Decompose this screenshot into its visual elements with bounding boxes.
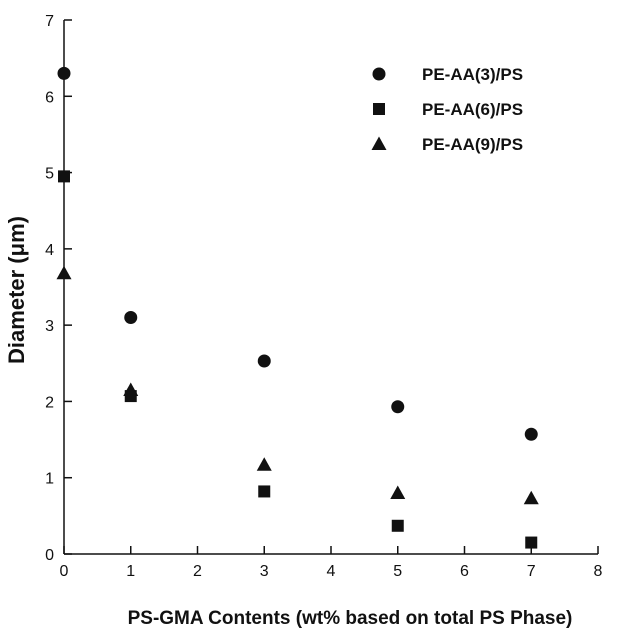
y-tick-label: 1: [45, 471, 54, 488]
y-tick-label: 3: [45, 318, 54, 335]
triangle-point: [256, 457, 272, 471]
circle-point: [257, 354, 271, 368]
x-tick-label: 5: [393, 563, 402, 580]
x-tick-label: 4: [327, 563, 336, 580]
triangle-point: [123, 382, 139, 396]
legend-triangle-marker: [371, 136, 387, 150]
legend-circle-marker: [372, 67, 386, 81]
x-axis-title: PS-GMA Contents (wt% based on total PS P…: [128, 608, 573, 629]
x-tick-label: 3: [260, 563, 269, 580]
data-points: [56, 66, 539, 549]
x-tick-label: 6: [460, 563, 469, 580]
triangle-point: [56, 265, 72, 280]
legend-square-marker: [373, 103, 385, 115]
triangle-point: [390, 485, 406, 499]
circle-point: [391, 400, 405, 414]
circle-point: [524, 427, 538, 441]
legend: PE-AA(3)/PS PE-AA(6)/PS PE-AA(9)/PS: [371, 65, 523, 154]
y-axis-title: Diameter (μm): [4, 216, 29, 364]
square-point: [258, 485, 271, 498]
x-tick-label: 7: [527, 563, 536, 580]
triangle-point: [523, 490, 539, 505]
ticks: 0 1 2 3 4 5 6 7 8 0 1 2 3 4 5 6 7: [45, 13, 602, 580]
circle-point: [124, 311, 138, 325]
x-tick-label: 2: [193, 563, 202, 580]
circle-point: [57, 66, 71, 80]
y-tick-label: 6: [45, 89, 54, 106]
legend-label: PE-AA(6)/PS: [422, 100, 523, 119]
x-tick-label: 1: [126, 563, 135, 580]
x-tick-label: 0: [60, 563, 69, 580]
y-tick-label: 2: [45, 394, 54, 411]
y-tick-label: 5: [45, 166, 54, 183]
x-tick-label: 8: [594, 563, 603, 580]
square-point: [58, 170, 70, 183]
y-tick-label: 4: [45, 242, 54, 259]
square-point: [391, 519, 404, 532]
y-tick-label: 7: [45, 13, 54, 30]
square-point: [525, 536, 538, 549]
legend-label: PE-AA(9)/PS: [422, 135, 523, 154]
legend-label: PE-AA(3)/PS: [422, 65, 523, 84]
y-tick-label: 0: [45, 547, 54, 564]
